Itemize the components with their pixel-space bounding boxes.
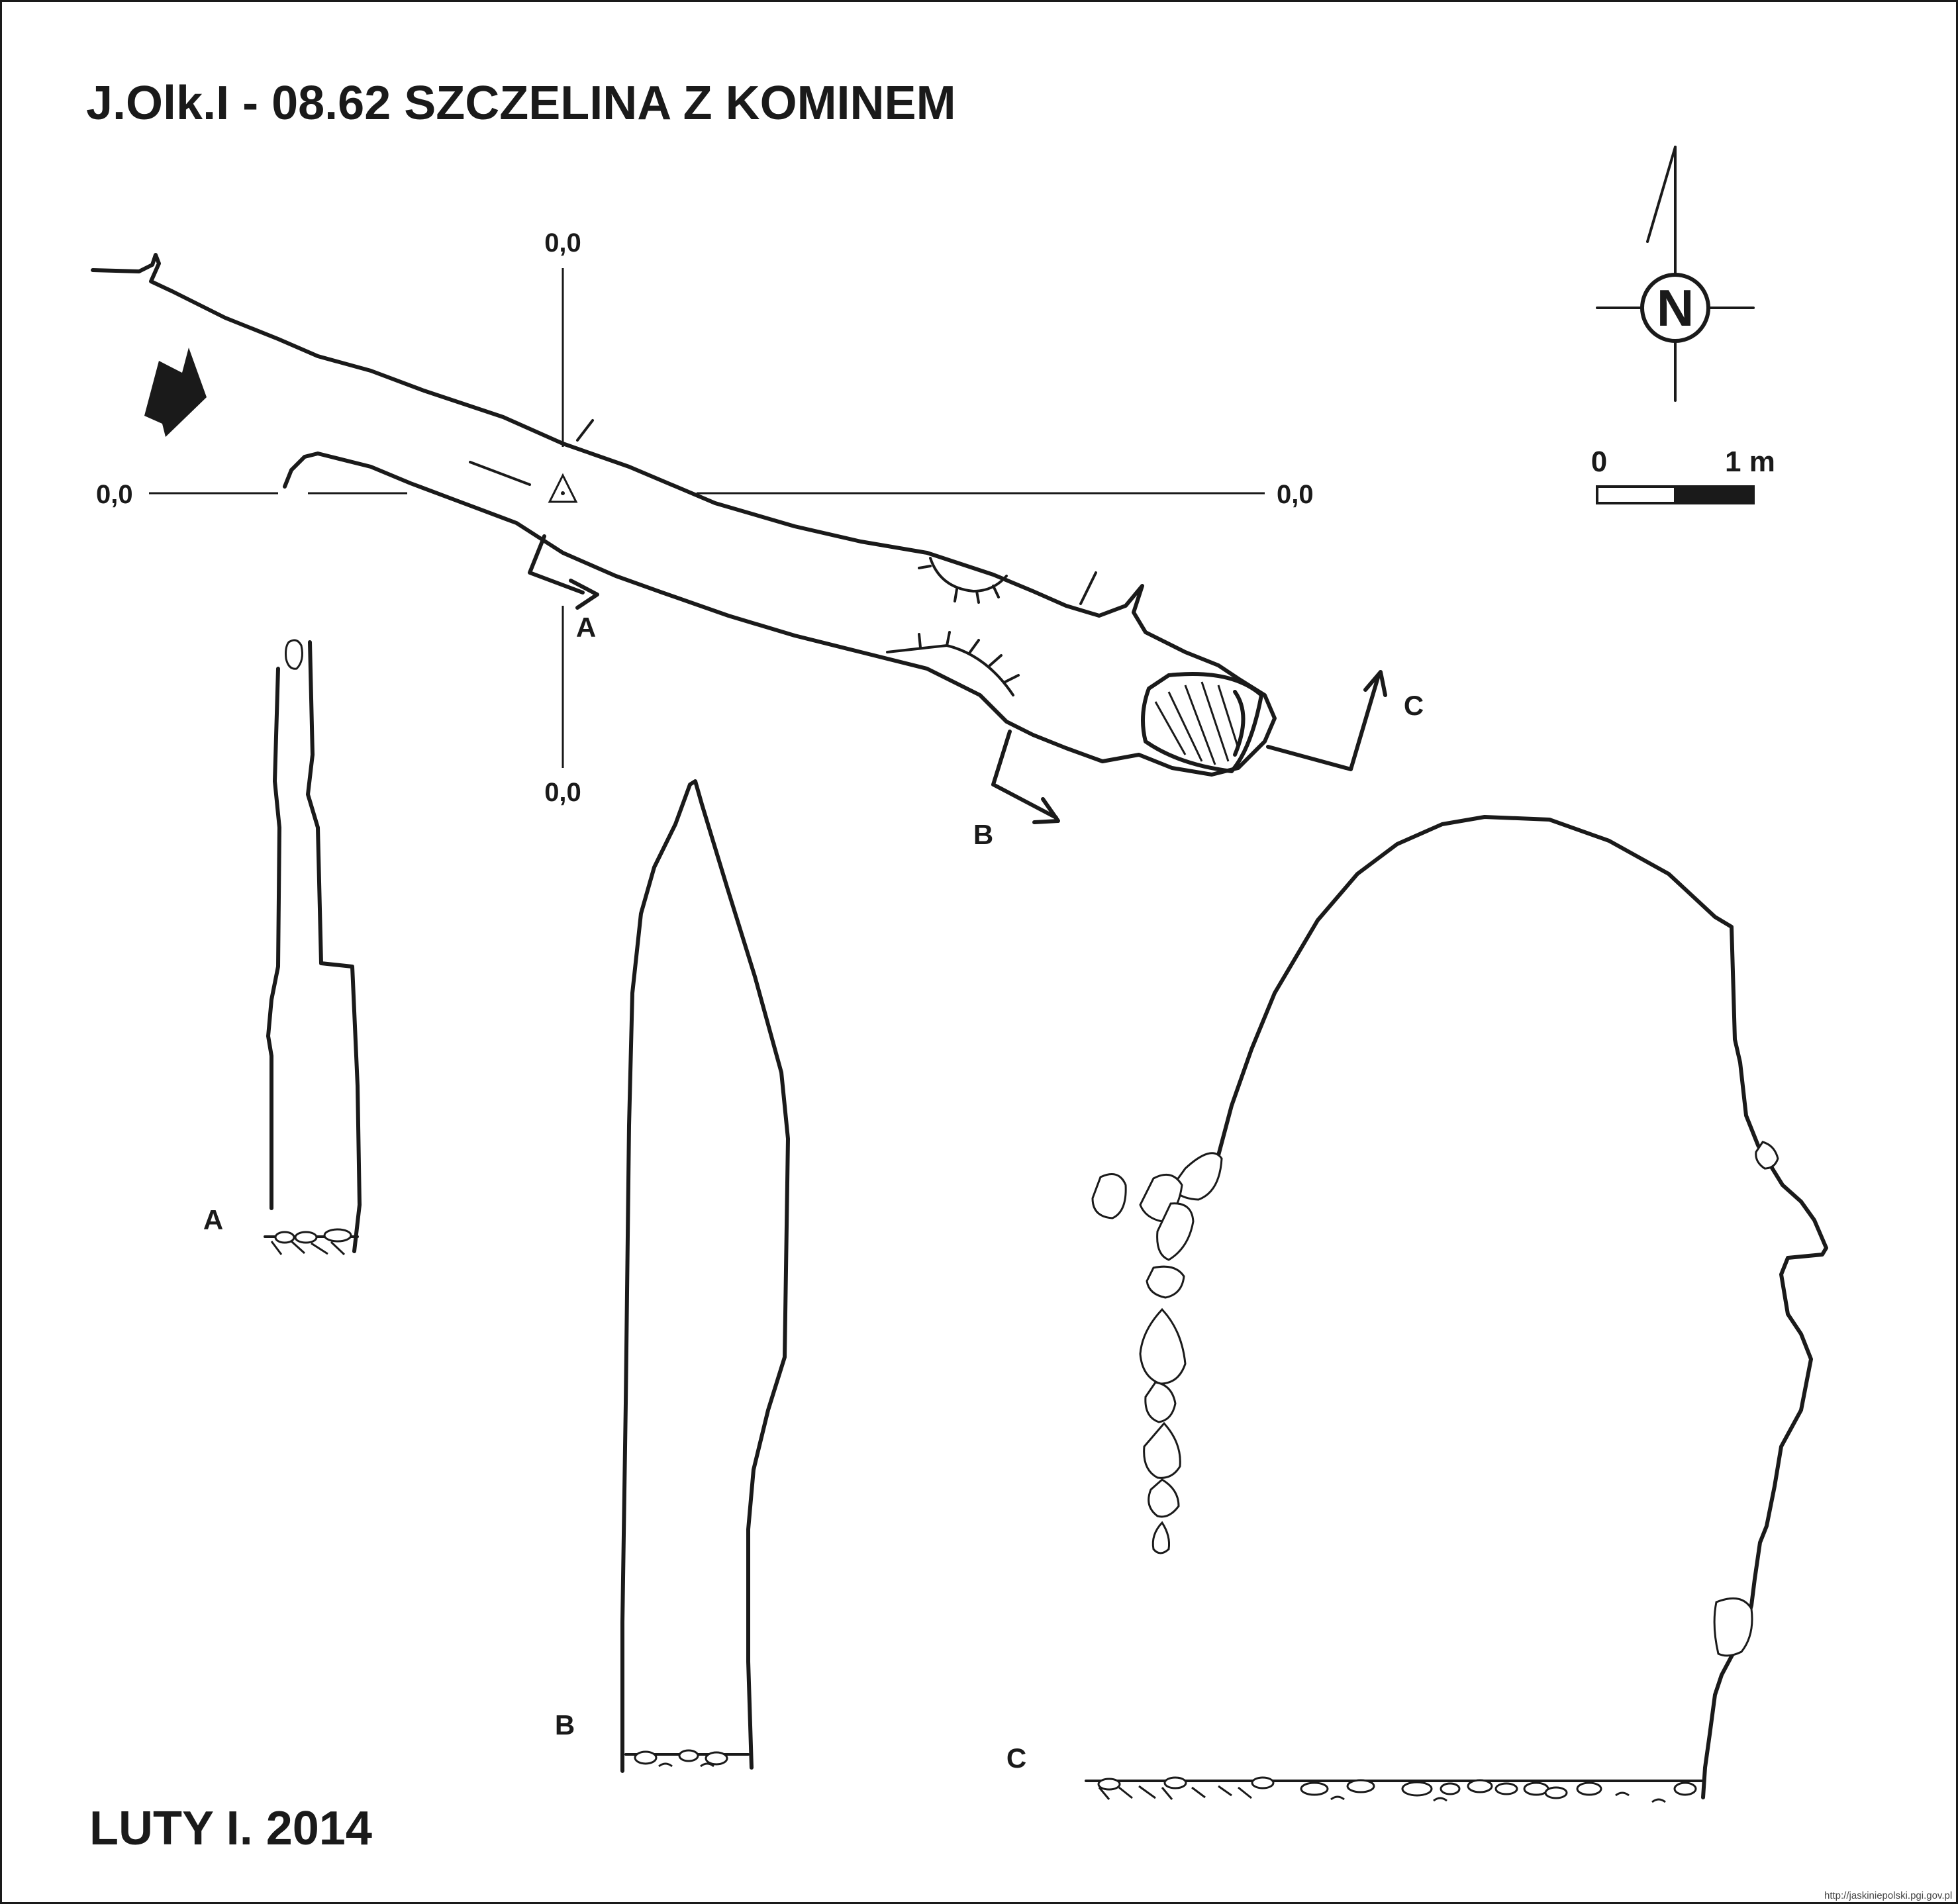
section-cut-c-icon — [1266, 670, 1387, 771]
cross-section-b — [620, 779, 790, 1773]
credit-url: http://jaskiniepolski.pgi.gov.pl — [1824, 1890, 1952, 1901]
scale-start-label: 0 — [1591, 446, 1607, 478]
scale-end-label: 1 m — [1725, 446, 1775, 478]
coord-label-right: 0,0 — [1277, 480, 1314, 509]
survey-date: LUTY I. 2014 — [89, 1802, 372, 1855]
section-marker-a: A — [576, 612, 596, 643]
survey-station-icon — [469, 419, 594, 503]
section-label-b: B — [555, 1709, 575, 1740]
cross-section-c — [1085, 815, 1828, 1803]
entrance-arrow-icon — [144, 348, 207, 437]
coord-label-left: 0,0 — [96, 480, 133, 509]
coord-label-bottom: 0,0 — [544, 778, 581, 807]
compass-north-label: N — [1657, 279, 1694, 337]
north-compass-icon — [1596, 146, 1755, 402]
cross-section-a — [264, 639, 362, 1256]
section-label-c: C — [1006, 1742, 1026, 1774]
scale-bar — [1596, 485, 1755, 504]
section-cut-b-icon — [991, 730, 1060, 824]
section-label-a: A — [203, 1204, 223, 1235]
section-marker-b: B — [973, 819, 993, 850]
section-cut-a-icon — [528, 534, 599, 610]
cave-plan-view — [91, 253, 1277, 777]
coordinate-axes — [149, 268, 1265, 768]
survey-title: J.Olk.I - 08.62 SZCZELINA Z KOMINEM — [86, 77, 956, 130]
coord-label-top: 0,0 — [544, 228, 581, 258]
section-marker-c: C — [1404, 690, 1424, 721]
